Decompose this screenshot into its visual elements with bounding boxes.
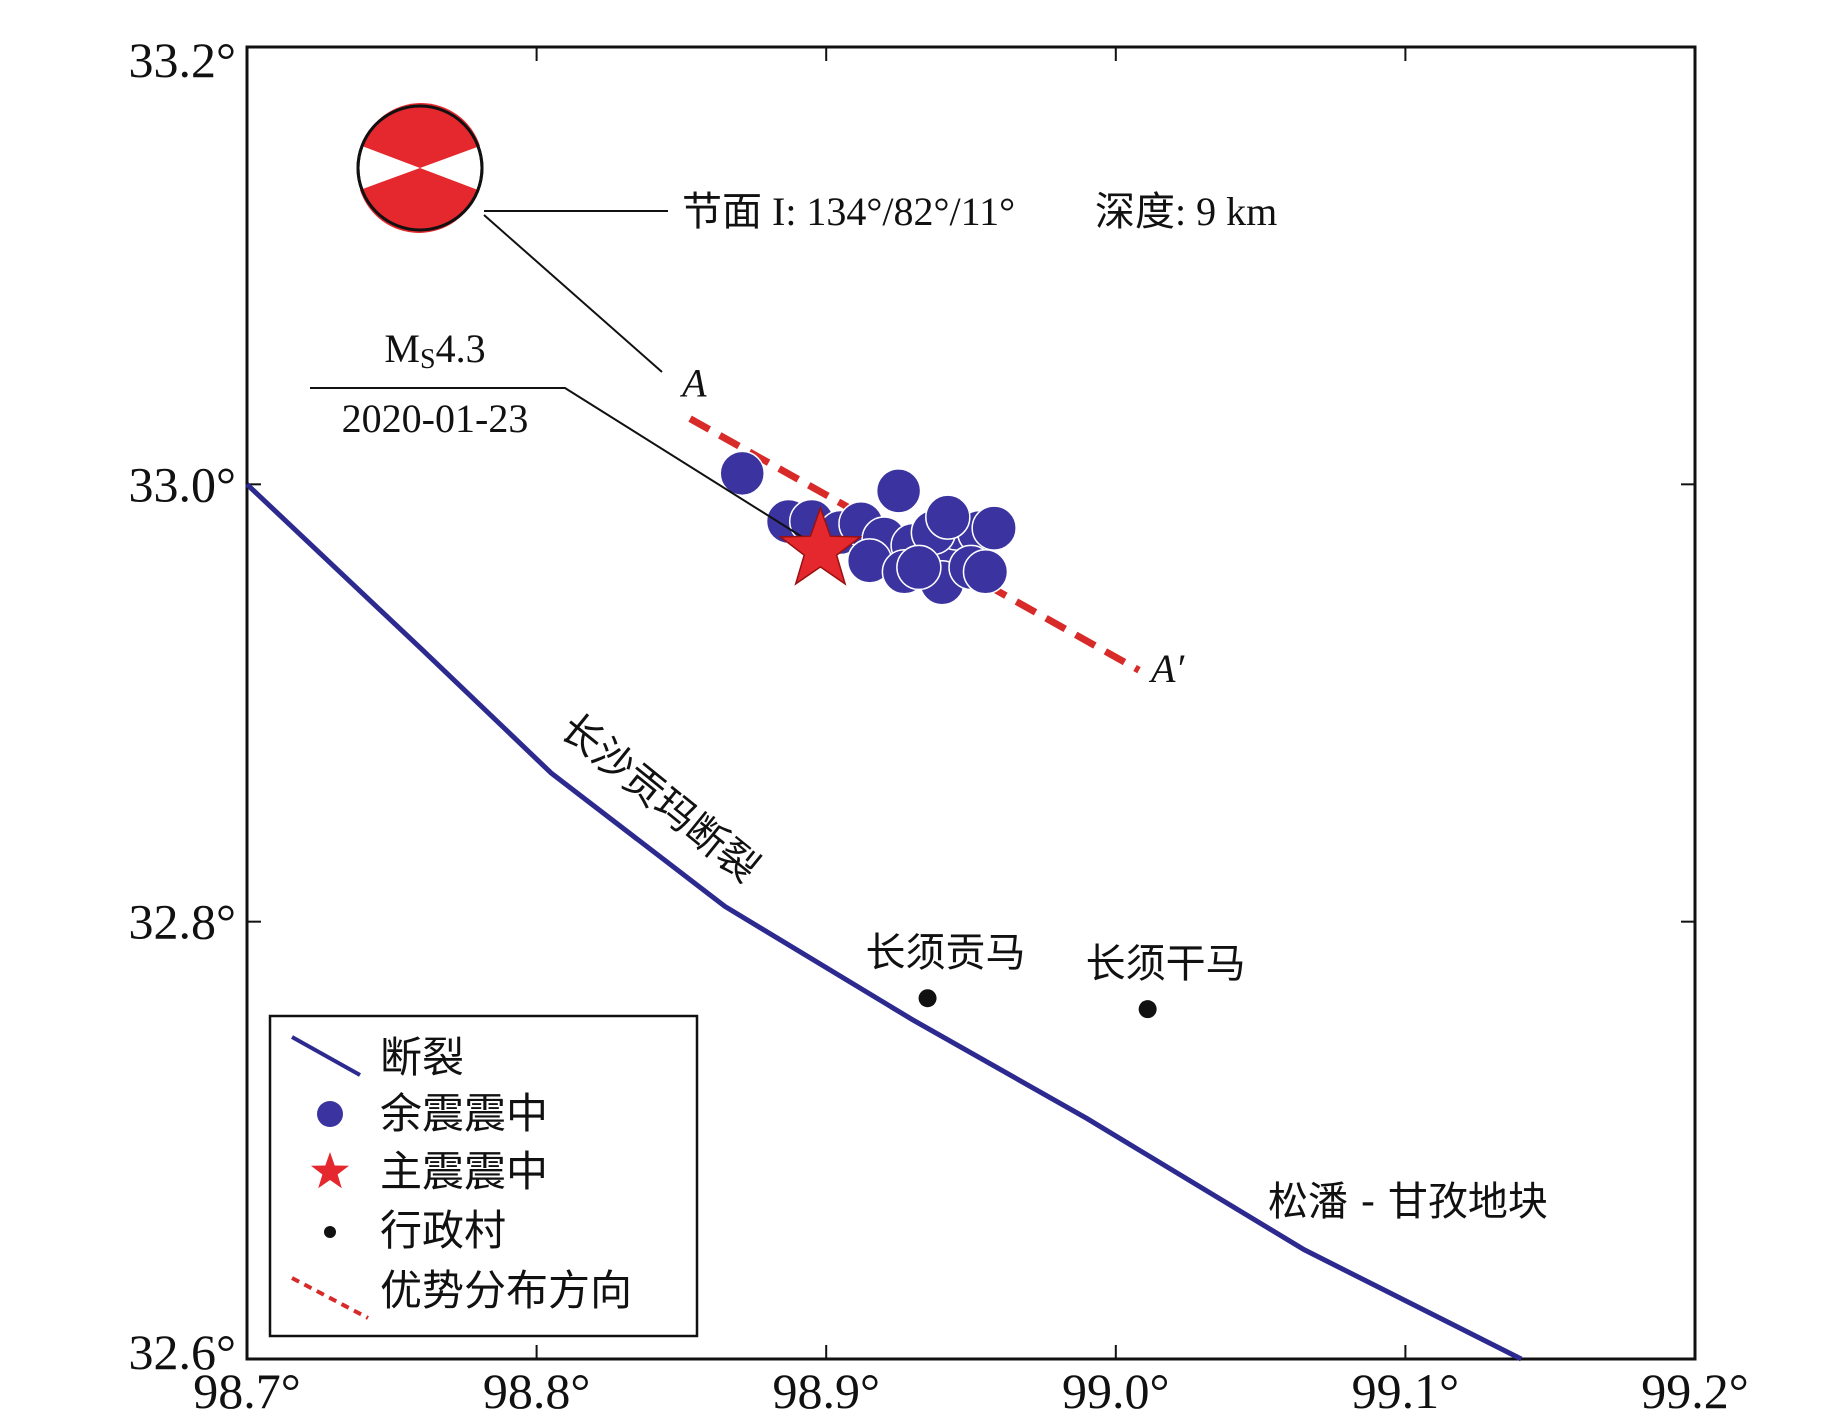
y-tick-label: 32.8° bbox=[129, 894, 237, 950]
y-tick-label: 33.2° bbox=[129, 32, 237, 88]
y-tick-label: 33.0° bbox=[129, 456, 237, 512]
beachball-to-mainshock-line bbox=[483, 214, 663, 373]
legend-label-profile: 优势分布方向 bbox=[380, 1266, 632, 1315]
legend-label-aftershock: 余震震中 bbox=[380, 1089, 548, 1138]
legend: 断裂 余震震中 主震震中 行政村 优势分布方向 bbox=[268, 1014, 699, 1338]
legend-box bbox=[268, 1014, 699, 1338]
depth-label: 深度: 9 km bbox=[1095, 189, 1277, 234]
village-label: 长须贡马 bbox=[866, 930, 1026, 976]
aftershock-point bbox=[925, 494, 971, 540]
beachball-compression-top bbox=[362, 103, 480, 168]
mainshock-leader-line bbox=[310, 387, 816, 546]
aftershock-point bbox=[962, 549, 1009, 595]
x-tick-label: 98.8° bbox=[483, 1363, 591, 1417]
x-tick-label: 99.0° bbox=[1062, 1363, 1170, 1417]
legend-fault-symbol bbox=[291, 1035, 361, 1077]
aftershock-point bbox=[875, 468, 922, 514]
axis-ticks: 98.7° 98.8° 98.9° 99.0° 99.1° 99.2° 33.2° 33.0°… bbox=[129, 32, 1749, 1417]
village-dot bbox=[918, 989, 937, 1008]
mainshock-star bbox=[778, 505, 863, 586]
profile-start-label: A bbox=[679, 361, 707, 406]
legend-aftershock-symbol bbox=[317, 1101, 343, 1127]
mainshock-date-label: 2020-01-23 bbox=[342, 396, 529, 441]
village-label: 长须干马 bbox=[1086, 941, 1246, 987]
profile-end-label: A′ bbox=[1148, 646, 1185, 691]
village-group: 长须贡马 长须干马 bbox=[866, 930, 1246, 1019]
aftershock-point bbox=[719, 450, 765, 497]
village-dot bbox=[1138, 1000, 1157, 1019]
legend-mainshock-symbol bbox=[311, 1152, 349, 1189]
x-tick-label: 98.7° bbox=[193, 1363, 301, 1417]
legend-label-fault: 断裂 bbox=[380, 1033, 464, 1082]
fault-line bbox=[245, 482, 1523, 1362]
mainshock-magnitude-label: MS4.3 bbox=[384, 326, 485, 375]
legend-village-symbol bbox=[324, 1226, 336, 1238]
legend-profile-symbol bbox=[291, 1276, 369, 1320]
focal-mechanism-beachball bbox=[356, 103, 484, 233]
beachball-compression-bottom bbox=[360, 168, 478, 233]
aftershock-point bbox=[971, 505, 1017, 551]
legend-label-village: 行政村 bbox=[380, 1206, 506, 1255]
x-tick-label: 99.2° bbox=[1641, 1363, 1749, 1417]
y-tick-label: 32.6° bbox=[129, 1324, 237, 1380]
legend-label-mainshock: 主震震中 bbox=[380, 1147, 548, 1196]
nodal-plane-label: 节面 I: 134°/82°/11° bbox=[682, 189, 1015, 234]
x-tick-label: 99.1° bbox=[1352, 1363, 1460, 1417]
block-label: 松潘 - 甘孜地块 bbox=[1268, 1179, 1548, 1225]
x-tick-label: 98.9° bbox=[772, 1363, 880, 1417]
aftershock-point bbox=[896, 544, 942, 591]
